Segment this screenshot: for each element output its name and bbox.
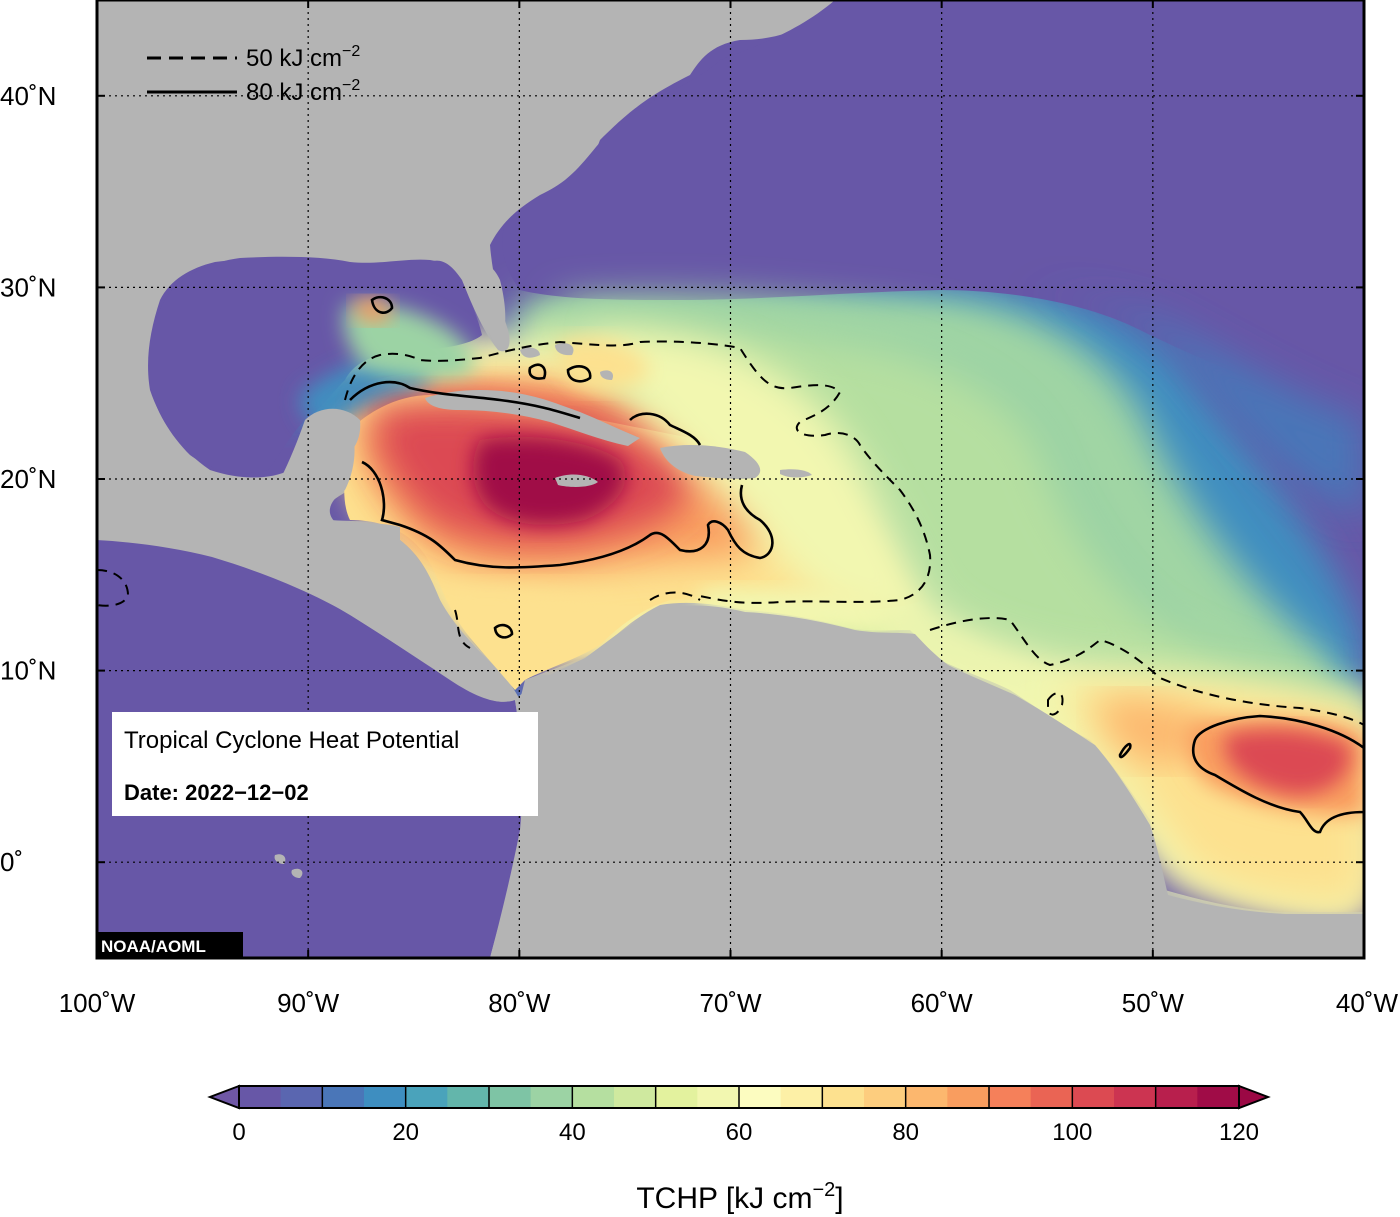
lon-tick-label: 100˚W (59, 988, 136, 1018)
colorbar-tick-label: 60 (726, 1119, 753, 1146)
colorbar-segment (1114, 1086, 1157, 1108)
lat-tick-label: 0˚ (0, 847, 23, 877)
latitude-labels: 40˚N 30˚N 20˚N 10˚N 0˚ (0, 81, 56, 877)
colorbar-segment (780, 1086, 823, 1108)
lon-tick-label: 80˚W (488, 988, 551, 1018)
colorbar-label: TCHP [kJ cm−2] (636, 1179, 843, 1215)
lon-tick-label: 50˚W (1122, 988, 1185, 1018)
central-america-land (97, 416, 515, 702)
colorbar-ticks: 0 20 40 60 80 100 120 (232, 1086, 1259, 1146)
colorbar-segment (239, 1086, 282, 1108)
contour-legend: 50 kJ cm−2 80 kJ cm−2 (147, 43, 360, 106)
colorbar-segment (989, 1086, 1032, 1108)
colorbar-segment (322, 1086, 365, 1108)
colorbar-over-arrow (1238, 1084, 1271, 1110)
south-america-land (490, 605, 1364, 958)
legend-80-label: 80 kJ cm−2 (246, 77, 360, 106)
colorbar-segment (697, 1086, 740, 1108)
jamaica-island (555, 474, 598, 487)
colorbar-segment (572, 1086, 615, 1108)
contour-50 (97, 340, 1364, 726)
atlantic-heat (558, 295, 1364, 911)
bahamas-islands (520, 343, 614, 380)
lon-tick-label: 70˚W (699, 988, 762, 1018)
lat-tick-label: 20˚N (0, 464, 56, 494)
colorbar-segment (1197, 1086, 1240, 1108)
title-box: Tropical Cyclone Heat Potential Date: 20… (112, 712, 538, 816)
lat-tick-label: 30˚N (0, 272, 56, 302)
colorbar-segment (1155, 1086, 1198, 1108)
colorbar: 0 20 40 60 80 100 120 TCHP [kJ cm−2] (207, 1084, 1271, 1215)
colorbar-segment (364, 1086, 407, 1108)
colorbar-segment (405, 1086, 448, 1108)
contour-80 (349, 295, 1364, 834)
legend-50-label: 50 kJ cm−2 (246, 43, 360, 72)
galapagos-islands (274, 854, 303, 878)
colorbar-segment (280, 1086, 323, 1108)
colorbar-segment (655, 1086, 698, 1108)
lon-tick-label: 40˚W (1336, 988, 1399, 1018)
colorbar-segment (1030, 1086, 1073, 1108)
cuba-island (425, 390, 640, 446)
florida-peninsula (462, 260, 506, 341)
colorbar-tick-label: 0 (232, 1119, 245, 1146)
colorbar-segment (947, 1086, 990, 1108)
colorbar-segment (905, 1086, 948, 1108)
colorbar-under-arrow (207, 1084, 240, 1110)
colorbar-tick-label: 40 (559, 1119, 586, 1146)
colorbar-segment (447, 1086, 490, 1108)
lat-tick-label: 40˚N (0, 81, 56, 111)
colorbar-tick-label: 120 (1219, 1119, 1259, 1146)
colorbar-segment (530, 1086, 573, 1108)
colorbar-segment (822, 1086, 865, 1108)
colorbar-tick-label: 100 (1052, 1119, 1092, 1146)
colorbar-segment (739, 1086, 782, 1108)
map-date: Date: 2022−12−02 (124, 780, 309, 805)
colorbar-segment (489, 1086, 532, 1108)
land-overlay (97, 260, 1364, 958)
credit-label: NOAA/AOML (101, 937, 206, 956)
colorbar-segment (1072, 1086, 1115, 1108)
credit-box: NOAA/AOML (97, 932, 243, 958)
colorbar-segment (864, 1086, 907, 1108)
colorbar-tick-label: 80 (892, 1119, 919, 1146)
hispaniola-island (660, 445, 761, 479)
colorbar-segments (239, 1086, 1240, 1108)
puerto-rico-island (780, 469, 812, 478)
lon-tick-label: 90˚W (277, 988, 340, 1018)
longitude-labels: 100˚W 90˚W 80˚W 70˚W 60˚W 50˚W 40˚W (59, 988, 1399, 1018)
lat-tick-label: 10˚N (0, 656, 56, 686)
colorbar-segment (614, 1086, 657, 1108)
colorbar-tick-label: 20 (392, 1119, 419, 1146)
lon-tick-label: 60˚W (911, 988, 974, 1018)
map-title: Tropical Cyclone Heat Potential (124, 727, 459, 754)
